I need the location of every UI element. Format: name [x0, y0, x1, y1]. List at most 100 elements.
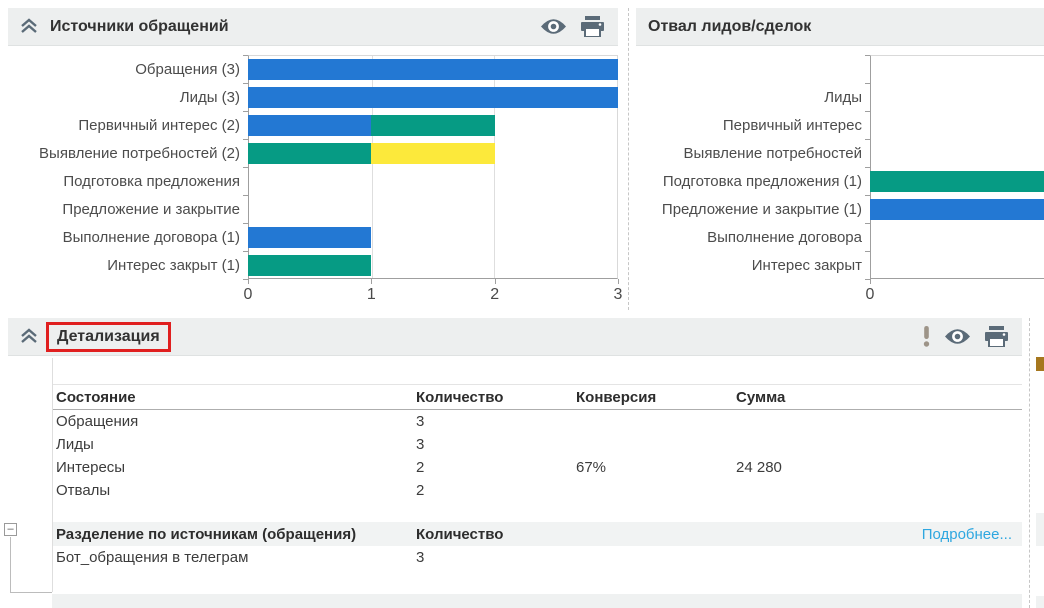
chart-category-label: Лиды — [824, 88, 862, 106]
axis-tick — [618, 279, 619, 284]
tree-expander[interactable]: – — [4, 523, 17, 536]
axis-tick — [243, 167, 248, 168]
bar-track — [870, 251, 1044, 279]
chart-row: Выполнение договора — [636, 223, 1044, 251]
print-icon[interactable] — [985, 326, 1008, 347]
bar-segment — [248, 58, 618, 80]
panel-dropout-title: Отвал лидов/сделок — [648, 17, 812, 35]
column-header: Конверсия — [576, 388, 657, 406]
alert-icon[interactable] — [923, 326, 930, 347]
table-row[interactable]: Лиды 3 — [52, 433, 1022, 456]
bar-segment — [371, 114, 495, 136]
chart-row: Выполнение договора (1) — [8, 223, 618, 251]
table-row[interactable]: Бот_обращения в телеграм 3 — [52, 546, 1022, 569]
chart-category-label: Выявление потребностей — [683, 144, 862, 162]
axis-tick — [865, 195, 870, 196]
bar-track — [248, 83, 618, 111]
chart-plot-area — [248, 55, 618, 279]
bar-segment — [248, 114, 372, 136]
axis-tick — [865, 251, 870, 252]
neighbor-panel-sliver — [1036, 357, 1044, 371]
bar-segment — [248, 86, 618, 108]
table-cell: 3 — [416, 549, 425, 566]
print-icon[interactable] — [581, 16, 604, 37]
axis-tick — [865, 279, 870, 280]
eye-icon[interactable] — [540, 17, 567, 36]
chart-category-label: Предложение и закрытие — [62, 200, 240, 218]
chart-row: Предложение и закрытие (1) — [636, 195, 1044, 223]
chart-row: Подготовка предложения — [8, 167, 618, 195]
axis-tick — [243, 55, 248, 56]
chart-category-label: Подготовка предложения (1) — [662, 172, 862, 190]
chart-row: Обращения (3) — [8, 55, 618, 83]
table-cell: 3 — [416, 413, 425, 430]
gridline — [494, 56, 496, 278]
bar-track — [870, 83, 1044, 111]
axis-tick — [248, 279, 249, 284]
column-header: Состояние — [56, 388, 136, 406]
panel-sources-header: Источники обращений — [8, 8, 618, 46]
chart-sources: Обращения (3) Лиды (3) Первичный интерес (… — [8, 55, 622, 303]
axis-tick — [243, 111, 248, 112]
collapse-icon[interactable] — [20, 328, 38, 345]
more-link[interactable]: Подробнее... — [921, 525, 1012, 543]
axis-tick-label: 3 — [613, 286, 623, 303]
axis-tick — [865, 55, 870, 56]
table-cell: 67% — [576, 459, 607, 476]
eye-icon[interactable] — [944, 327, 971, 346]
table-cell: Отвалы — [56, 482, 111, 499]
column-header: Сумма — [736, 388, 786, 406]
tree-connector-line — [10, 592, 52, 593]
chart-category-label: Подготовка предложения — [63, 172, 240, 190]
axis-tick — [243, 83, 248, 84]
bar-track — [248, 251, 618, 279]
bar-track — [870, 139, 1044, 167]
panel-dropout-header: Отвал лидов/сделок — [636, 8, 1044, 46]
bar-track — [870, 195, 1044, 223]
table-cell: Обращения — [56, 413, 139, 430]
panel-detail: Детализация Состояние Количество Конве — [8, 318, 1022, 608]
axis-tick — [865, 139, 870, 140]
collapse-icon[interactable] — [20, 18, 38, 35]
panel-dropout: Отвал лидов/сделок Лиды Первичный интерес… — [636, 8, 1044, 310]
chart-row: Интерес закрыт — [636, 251, 1044, 279]
bar-segment — [248, 254, 372, 276]
table-cell: 3 — [416, 436, 425, 453]
chart-row — [636, 55, 1044, 83]
axis-tick — [243, 279, 248, 280]
bar-track — [870, 111, 1044, 139]
neighbor-panel-sliver — [1036, 513, 1044, 546]
panel-divider — [628, 8, 629, 310]
chart-category-label: Первичный интерес (2) — [78, 116, 240, 134]
chart-category-label: Предложение и закрытие (1) — [661, 200, 862, 218]
axis-tick-label: 1 — [366, 286, 376, 303]
table-cell: 2 — [416, 482, 425, 499]
axis-tick-label: 0 — [243, 286, 253, 303]
axis-tick-label: 0 — [865, 286, 875, 303]
table-row[interactable]: Интересы 2 67% 24 280 — [52, 456, 1022, 479]
highlight-box: Детализация — [46, 321, 171, 352]
chart-plot-area — [870, 55, 1044, 279]
bar-track — [870, 223, 1044, 251]
bar-track — [248, 55, 618, 83]
axis-tick — [865, 111, 870, 112]
bar-track — [248, 167, 618, 195]
axis-tick — [865, 223, 870, 224]
axis-tick — [494, 279, 496, 284]
next-section-fragment — [52, 594, 1022, 608]
detail-table-header: Состояние Количество Конверсия Сумма — [52, 384, 1022, 410]
bar-track — [870, 167, 1044, 195]
axis-tick — [865, 83, 870, 84]
table-row[interactable]: Отвалы 2 — [52, 479, 1022, 502]
breakdown-section: Разделение по источникам (обращения) Кол… — [52, 522, 1022, 569]
chart-category-label: Выполнение договора — [707, 228, 862, 246]
table-cell: Интересы — [56, 459, 126, 476]
chart-row: Выявление потребностей — [636, 139, 1044, 167]
panel-divider — [1029, 318, 1030, 608]
bar-track — [248, 223, 618, 251]
axis-tick-label: 2 — [490, 286, 500, 303]
chart-row: Лиды — [636, 83, 1044, 111]
chart-row: Предложение и закрытие — [8, 195, 618, 223]
table-row[interactable]: Обращения 3 — [52, 410, 1022, 433]
